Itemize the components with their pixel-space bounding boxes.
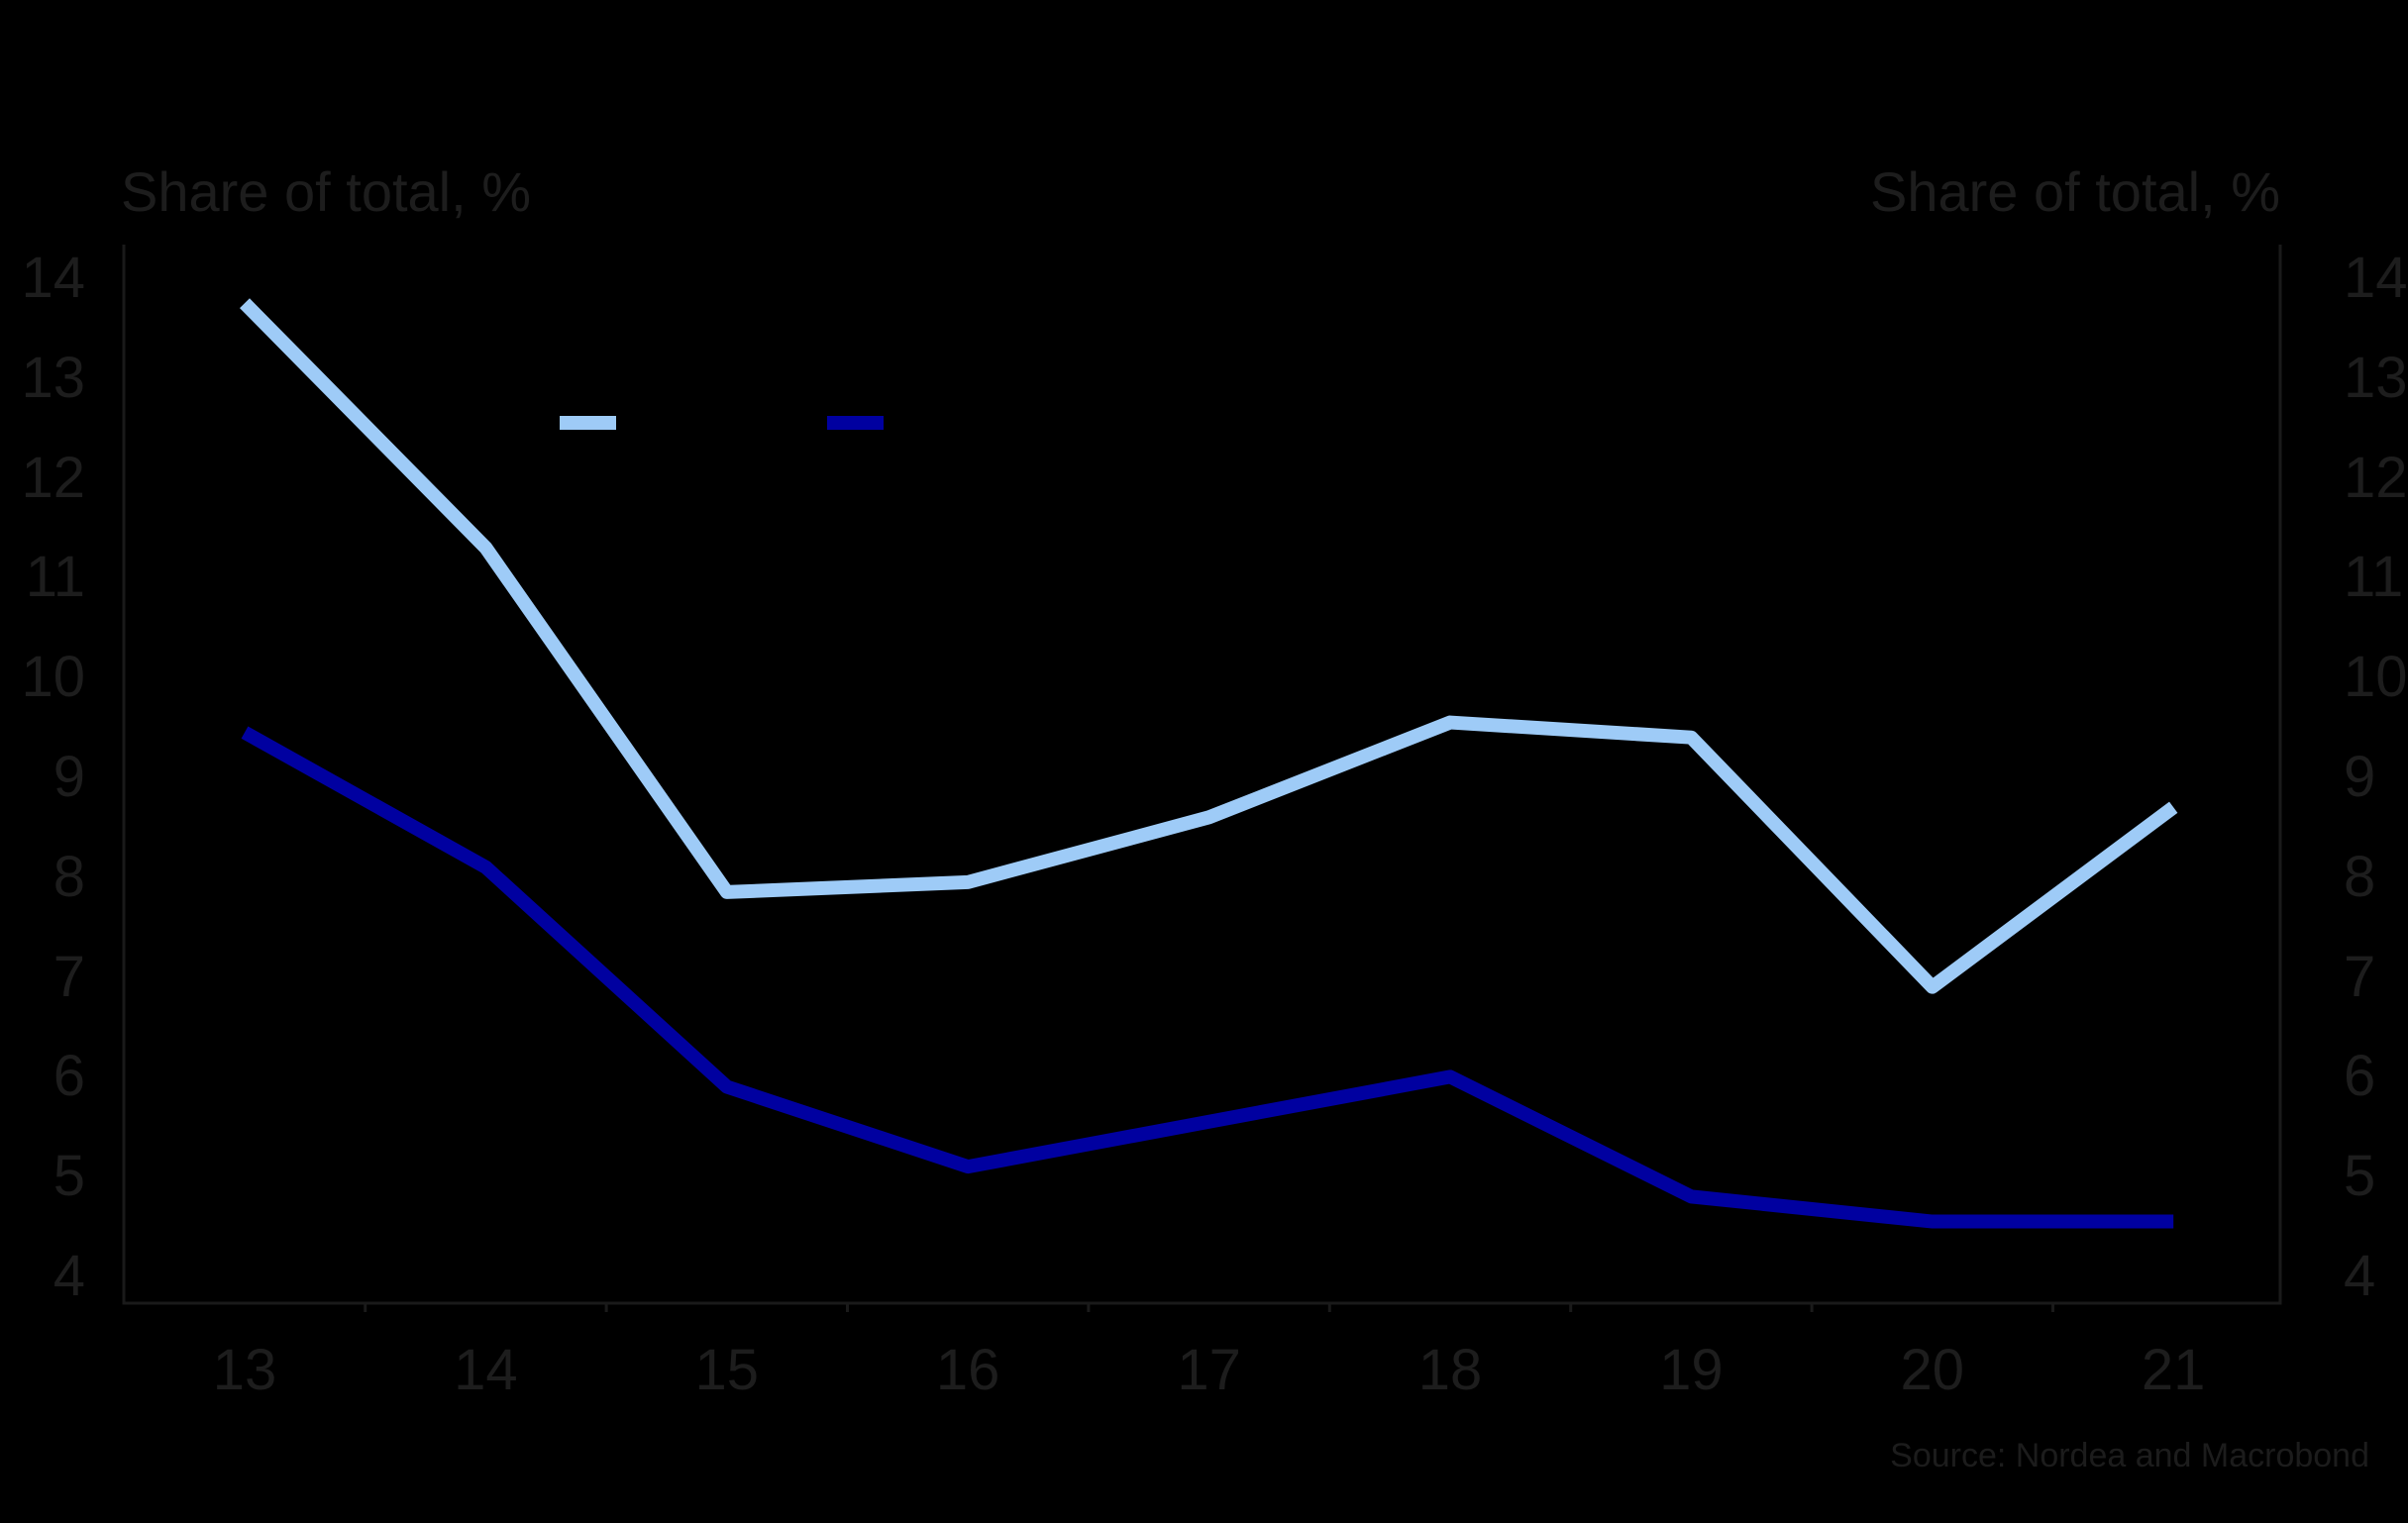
x-tick-label: 19 — [1659, 1338, 1724, 1402]
y-tick-label-left: 8 — [52, 844, 85, 909]
y-tick-label-right: 8 — [2344, 844, 2376, 909]
y-tick-label-left: 4 — [52, 1244, 85, 1308]
y-tick-label-right: 11 — [2344, 545, 2404, 610]
y-tick-label-left: 10 — [21, 645, 85, 710]
y-tick-label-left: 5 — [52, 1144, 85, 1209]
y-tick-label-left: 11 — [25, 545, 85, 610]
y-tick-label-left: 14 — [21, 246, 85, 310]
x-tick-label: 21 — [2141, 1338, 2206, 1402]
x-tick-label: 18 — [1417, 1338, 1483, 1402]
y-tick-label-right: 6 — [2344, 1044, 2376, 1109]
y-tick-label-left: 12 — [21, 445, 85, 510]
dark-blue-series-legend-swatch — [827, 416, 884, 430]
y-tick-label-right: 10 — [2344, 645, 2408, 710]
dark-blue-series-line — [241, 726, 2174, 1229]
source-attribution: Source: Nordea and Macrobond — [1890, 1437, 2369, 1474]
y-tick-label-left: 6 — [52, 1044, 85, 1109]
y-tick-label-right: 9 — [2344, 745, 2376, 809]
y-tick-label-right: 14 — [2344, 246, 2408, 310]
x-tick-label: 16 — [935, 1338, 1000, 1402]
x-tick-label: 13 — [212, 1338, 277, 1402]
y-tick-label-right: 13 — [2344, 345, 2408, 410]
light-blue-series-legend-swatch — [560, 416, 616, 430]
y-tick-label-left: 9 — [52, 745, 85, 809]
x-tick-label: 17 — [1177, 1338, 1241, 1402]
right-axis-title: Share of total, % — [1869, 160, 2280, 223]
light-blue-series-line — [240, 298, 2178, 994]
x-tick-label: 20 — [1900, 1338, 1965, 1402]
y-tick-label-left: 13 — [21, 345, 85, 410]
x-tick-label: 14 — [454, 1338, 518, 1402]
y-tick-label-right: 4 — [2344, 1244, 2376, 1308]
y-tick-label-right: 12 — [2344, 445, 2408, 510]
y-tick-label-right: 7 — [2344, 944, 2376, 1009]
x-tick-label: 15 — [694, 1338, 760, 1402]
left-axis-title: Share of total, % — [121, 160, 532, 223]
y-tick-label-right: 5 — [2344, 1144, 2376, 1209]
y-tick-label-left: 7 — [52, 944, 85, 1009]
